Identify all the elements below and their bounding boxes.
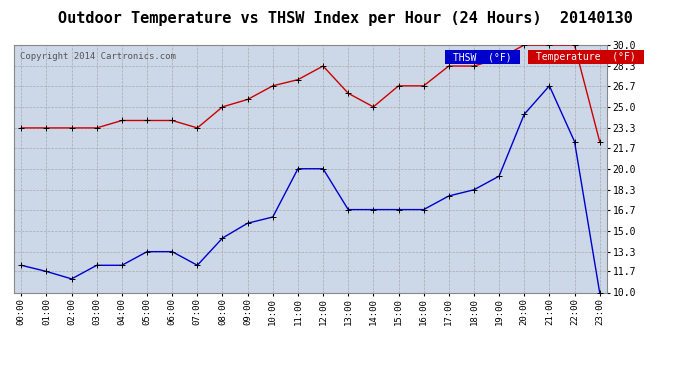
Text: Temperature  (°F): Temperature (°F) (530, 53, 642, 62)
Text: Outdoor Temperature vs THSW Index per Hour (24 Hours)  20140130: Outdoor Temperature vs THSW Index per Ho… (57, 11, 633, 26)
Text: THSW  (°F): THSW (°F) (447, 53, 518, 62)
Text: Copyright 2014 Cartronics.com: Copyright 2014 Cartronics.com (20, 53, 176, 62)
